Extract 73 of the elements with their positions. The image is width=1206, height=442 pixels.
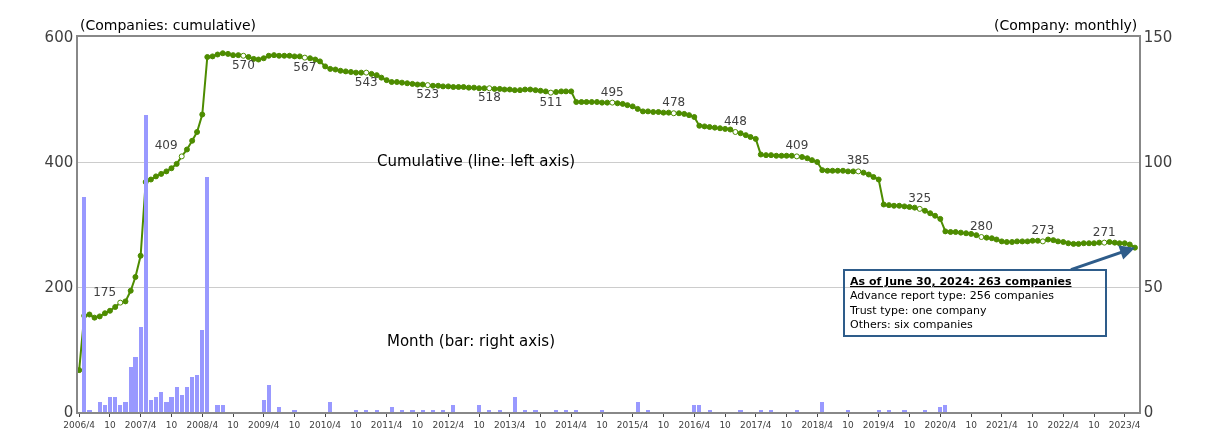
x-tick-label: 10	[104, 419, 116, 430]
annotation: Cumulative (line: left axis)	[377, 152, 576, 170]
bar	[277, 407, 281, 412]
data-label: 385	[846, 153, 870, 168]
data-label: 409	[785, 138, 809, 153]
x-tick-label: 2016/4	[678, 419, 711, 430]
data-label: 448	[723, 113, 747, 128]
x-tick-label: 2009/4	[247, 419, 280, 430]
x-tick-label: 10	[596, 419, 609, 430]
x-tick-label: 2014/4	[555, 419, 588, 430]
x-tick-label: 10	[1026, 419, 1039, 430]
x-tick-label: 2010/4	[309, 419, 342, 430]
x-tick-label: 10	[288, 419, 301, 430]
y-tick-label: 400	[44, 153, 74, 172]
bar	[820, 402, 824, 412]
data-label: 325	[908, 190, 932, 205]
bar	[477, 405, 481, 412]
data-label: 280	[969, 218, 993, 233]
data-label: 570	[231, 57, 255, 72]
x-tick-label: 2013/4	[493, 419, 526, 430]
x-tick-label: 2012/4	[432, 419, 465, 430]
x-tick-label: 10	[227, 419, 240, 430]
x-tick-label: 2022/4	[1047, 419, 1080, 430]
data-label: 495	[600, 84, 624, 99]
x-tick-label: 10	[903, 419, 916, 430]
x-tick-label: 2007/4	[124, 419, 157, 430]
data-label: 511	[539, 94, 563, 109]
x-tick-label: 10	[473, 419, 486, 430]
x-tick-label: 2011/4	[370, 419, 403, 430]
x-tick-label: 10	[657, 419, 670, 430]
x-tick-label: 2017/4	[739, 419, 772, 430]
bar	[390, 407, 394, 412]
y2-tick-label: 100	[1143, 153, 1173, 172]
y-tick-label: 200	[44, 278, 74, 297]
x-tick-label: 2019/4	[862, 419, 895, 430]
data-label: 543	[354, 74, 378, 89]
x-tick-label: 10	[411, 419, 424, 430]
y-tick-label: 600	[44, 28, 74, 47]
x-tick-label: 2021/4	[985, 419, 1018, 430]
x-tick-label: 10	[780, 419, 793, 430]
x-tick-label: 10	[534, 419, 547, 430]
data-label: 523	[416, 87, 440, 102]
y2-tick-label: 0	[1143, 403, 1154, 422]
x-tick-label: 2023/4	[1108, 419, 1141, 430]
y2-axis-title: (Company: monthly)	[994, 17, 1138, 33]
data-label: 271	[1092, 224, 1116, 239]
y-tick-label: 0	[63, 403, 74, 422]
bar	[636, 402, 640, 412]
x-tick-label: 10	[842, 419, 855, 430]
y2-tick-label: 150	[1143, 28, 1173, 47]
annotation: As of June 30, 2024: 263 companies Advance report type: 256 companies Trust type: one company Others: six companies	[849, 275, 1072, 331]
x-tick-label: 2008/4	[186, 419, 219, 430]
x-tick-label: 2020/4	[924, 419, 957, 430]
bar	[328, 402, 332, 412]
data-label: 518	[477, 90, 501, 105]
x-tick-label: 10	[350, 419, 363, 430]
data-label: 273	[1031, 223, 1055, 238]
x-tick-label: 2018/4	[801, 419, 834, 430]
data-label: 175	[93, 284, 117, 299]
bar	[451, 405, 455, 412]
x-tick-label: 2015/4	[616, 419, 649, 430]
y-axis-title: (Companies: cumulative)	[80, 17, 257, 33]
x-tick-label: 10	[1088, 419, 1101, 430]
x-tick-label: 10	[719, 419, 732, 430]
x-tick-label: 10	[965, 419, 978, 430]
data-label: 478	[662, 95, 686, 110]
bar	[513, 397, 517, 412]
x-tick-label: 10	[165, 419, 178, 430]
annotation: Month (bar: right axis)	[387, 332, 555, 350]
y2-tick-label: 50	[1143, 278, 1163, 297]
data-label: 409	[154, 138, 178, 153]
data-label: 567	[293, 59, 317, 74]
x-tick-label: 2006/4	[63, 419, 96, 430]
